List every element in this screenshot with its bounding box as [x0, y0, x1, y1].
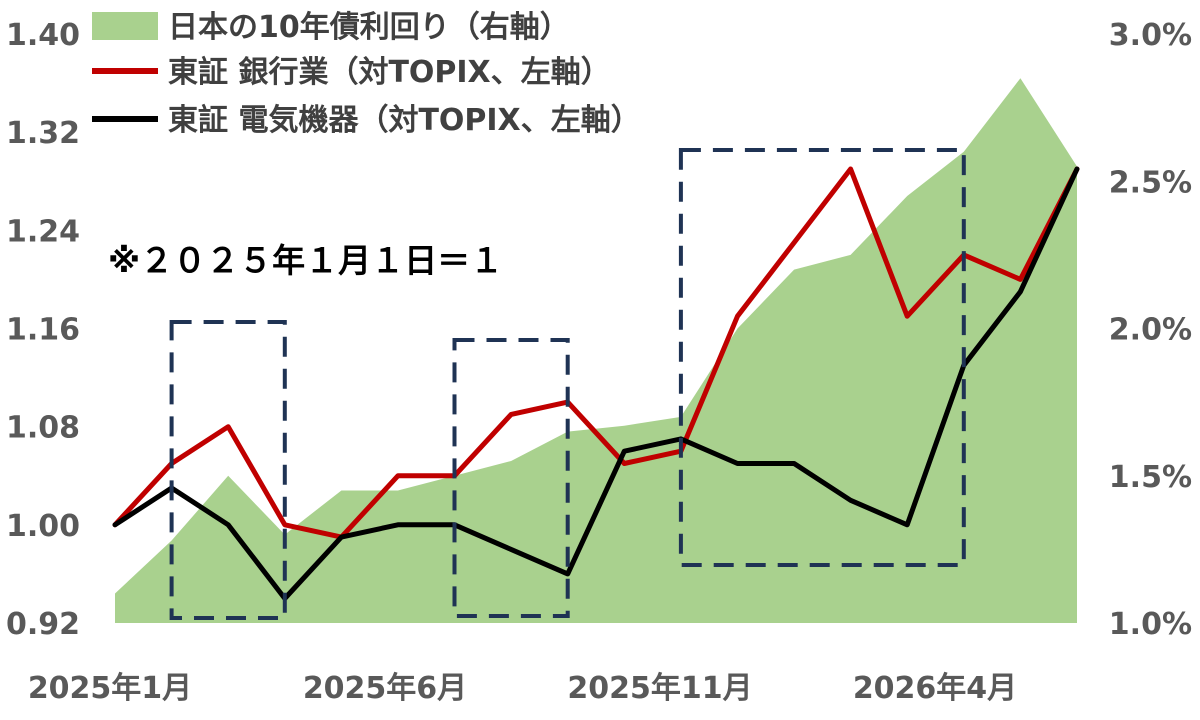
highlight-box: [452, 338, 570, 618]
x-tick-label: 2025年6月: [303, 671, 467, 706]
series-line-banks: [112, 166, 1080, 540]
left-tick-label: 1.32: [6, 116, 80, 151]
x-axis: 2025年1月 2025年6月 2025年11月 2026年4月: [28, 671, 1017, 706]
baseline-note: ※２０２５年１月１日＝１: [108, 241, 503, 280]
right-tick-label: 2.0%: [1109, 313, 1192, 348]
highlight-boxes: [169, 148, 966, 620]
left-tick-label: 1.24: [6, 214, 80, 249]
left-axis: 0.92 1.00 1.08 1.16 1.24 1.32 1.40: [6, 18, 80, 642]
right-tick-label: 2.5%: [1109, 165, 1192, 200]
right-tick-label: 3.0%: [1109, 18, 1192, 53]
left-tick-label: 1.16: [6, 313, 80, 348]
x-tick-label: 2025年1月: [28, 671, 192, 706]
legend-swatch-yield: [92, 12, 158, 40]
x-tick-label: 2025年11月: [567, 671, 752, 706]
right-tick-label: 1.0%: [1109, 607, 1192, 642]
legend: 日本の10年債利回り（右軸） 東証 銀行業（対TOPIX、左軸） 東証 電気機器…: [92, 10, 641, 138]
right-tick-label: 1.5%: [1109, 460, 1192, 495]
left-tick-label: 1.00: [6, 509, 80, 544]
right-axis: 1.0% 1.5% 2.0% 2.5% 3.0%: [1109, 18, 1192, 642]
legend-label-banks: 東証 銀行業（対TOPIX、左軸）: [168, 55, 611, 90]
legend-label-yield: 日本の10年債利回り（右軸）: [168, 10, 570, 45]
highlight-box: [678, 148, 966, 567]
legend-label-electric: 東証 電気機器（対TOPIX、左軸）: [168, 103, 641, 138]
series-area-yield: [115, 78, 1077, 623]
plot-area: [112, 78, 1080, 623]
left-tick-label: 1.40: [6, 18, 80, 53]
series-line-electric: [112, 166, 1080, 601]
highlight-box: [169, 320, 287, 620]
left-tick-label: 0.92: [6, 607, 80, 642]
left-tick-label: 1.08: [6, 411, 80, 446]
x-tick-label: 2026年4月: [853, 671, 1017, 706]
